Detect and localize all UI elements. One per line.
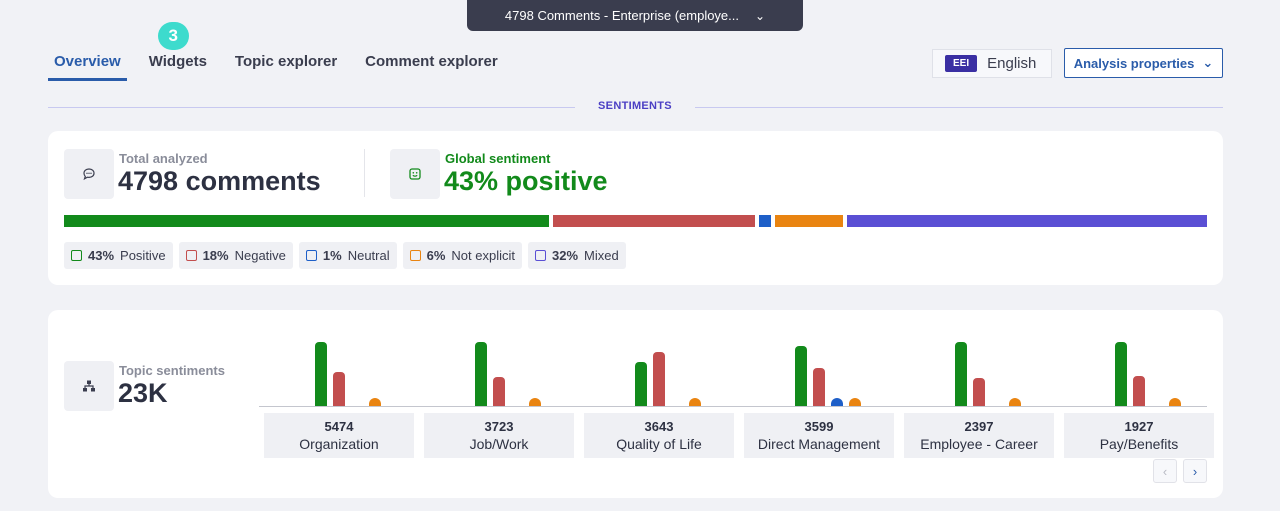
total-analyzed-label: Total analyzed [119, 151, 208, 166]
topic-sentiments-value: 23K [118, 378, 168, 408]
legend-label: Neutral [347, 248, 390, 263]
smile-icon [390, 149, 440, 199]
global-sentiment-value: 43% positive [444, 166, 608, 196]
sentiment-face-icon [305, 250, 317, 261]
tab-topic-explorer[interactable]: Topic explorer [234, 53, 338, 70]
next-page-button[interactable]: › [1183, 459, 1207, 483]
topic-count: 5474 [324, 419, 354, 434]
topic-bar-not-explicit [369, 398, 381, 406]
topic-bar-negative [973, 377, 985, 406]
dataset-label: 4798 Comments - Enterprise (employe... [504, 8, 740, 23]
legend-chip-positive[interactable]: 43% Positive [64, 242, 173, 269]
topic-card[interactable]: 5474 Organization [264, 413, 414, 458]
legend-percent: 32% [552, 248, 579, 263]
widgets-count-badge: 3 [157, 22, 189, 50]
legend-percent: 18% [202, 248, 229, 263]
topic-bar-not-explicit [1009, 398, 1021, 406]
sentiment-summary-card: Total analyzed 4798 comments Global sent… [48, 131, 1223, 285]
analysis-properties-button[interactable]: Analysis properties ⌄ [1064, 48, 1223, 78]
sentiment-face-icon [185, 250, 197, 261]
sentiment-legend: 43% Positive 18% Negative 1% Neutral 6% Not exp… [64, 242, 626, 269]
topic-bar-not-explicit [1169, 398, 1181, 406]
topic-bar-neutral [831, 398, 843, 406]
legend-percent: 1% [322, 248, 342, 263]
stat-divider [364, 149, 365, 197]
topic-card[interactable]: 3599 Direct Management [744, 413, 894, 458]
topic-name: Employee - Career [920, 436, 1038, 452]
topic-bar-negative [1133, 375, 1145, 406]
legend-chip-mixed[interactable]: 32% Mixed [528, 242, 626, 269]
topic-name: Quality of Life [616, 436, 702, 452]
legend-label: Positive [120, 248, 166, 263]
topic-bar-not-explicit [689, 398, 701, 406]
section-title: SENTIMENTS [575, 100, 695, 112]
topic-card[interactable]: 3643 Quality of Life [584, 413, 734, 458]
topic-card[interactable]: 3723 Job/Work [424, 413, 574, 458]
legend-label: Mixed [584, 248, 619, 263]
chevron-down-icon: ⌄ [755, 8, 766, 23]
topic-bar-positive [1115, 342, 1127, 406]
topic-bar-positive [955, 342, 967, 406]
sentiment-bar-positive [64, 215, 549, 227]
topic-card[interactable]: 1927 Pay/Benefits [1064, 413, 1214, 458]
topic-count: 3599 [804, 419, 834, 434]
legend-chip-neutral[interactable]: 1% Neutral [298, 242, 397, 269]
language-code-badge: EEI [945, 55, 978, 72]
legend-label: Not explicit [451, 248, 515, 263]
total-analyzed-value: 4798 comments [118, 166, 321, 196]
sentiment-bar-negative [552, 215, 756, 227]
tab-overview[interactable]: Overview [48, 42, 127, 81]
topic-bar-positive [795, 345, 807, 406]
sentiment-face-icon [535, 250, 546, 261]
legend-label: Negative [234, 248, 286, 263]
topic-name: Organization [299, 436, 379, 452]
global-sentiment-label: Global sentiment [445, 151, 551, 166]
topic-count: 2397 [964, 419, 994, 434]
topic-bar-positive [635, 362, 647, 406]
tab-widgets[interactable]: 3 Widgets [143, 22, 213, 81]
sentiment-bar-neutral [759, 215, 772, 227]
main-tabs: Overview 3 Widgets Topic explorer Commen… [48, 22, 520, 81]
topic-count: 1927 [1124, 419, 1154, 434]
topic-bars-area [259, 326, 1207, 407]
tab-comment-explorer[interactable]: Comment explorer [365, 53, 498, 70]
topic-bar-negative [653, 352, 665, 406]
language-selector[interactable]: EEI English [932, 49, 1052, 78]
topic-bar-not-explicit [529, 398, 541, 406]
chevron-down-icon: ⌄ [1202, 55, 1214, 70]
comment-icon [64, 149, 114, 199]
legend-percent: 6% [426, 248, 446, 263]
sentiment-face-icon [71, 250, 82, 261]
topic-sentiments-card: Topic sentiments 23K 5474 Organization 372… [48, 310, 1223, 498]
sentiment-bar-mixed [847, 215, 1207, 227]
prev-page-button[interactable]: ‹ [1153, 459, 1177, 483]
topic-bar-positive [315, 342, 327, 406]
hierarchy-icon [64, 361, 114, 411]
topic-count: 3643 [644, 419, 674, 434]
legend-chip-negative[interactable]: 18% Negative [178, 242, 293, 269]
topic-bar-positive [475, 342, 487, 406]
topic-name: Job/Work [469, 436, 529, 452]
topic-bar-negative [333, 372, 345, 406]
topic-chart: 5474 Organization 3723 Job/Work 3643 Quality … [48, 326, 1223, 466]
topic-name: Direct Management [757, 436, 881, 452]
topic-bar-not-explicit [849, 398, 861, 406]
sentiment-bar-not-explicit [775, 215, 844, 227]
legend-percent: 43% [88, 248, 115, 263]
topic-name: Pay/Benefits [1099, 436, 1179, 452]
dataset-selector[interactable]: 4798 Comments - Enterprise (employe... ⌄ [467, 0, 803, 31]
topic-sentiments-label: Topic sentiments [119, 363, 225, 378]
topic-bar-negative [813, 367, 825, 406]
language-label: English [987, 55, 1037, 72]
legend-chip-not-explicit[interactable]: 6% Not explicit [402, 242, 522, 269]
topic-card[interactable]: 2397 Employee - Career [904, 413, 1054, 458]
topic-bar-negative [493, 377, 505, 406]
topic-count: 3723 [484, 419, 514, 434]
sentiment-face-icon [409, 250, 421, 261]
